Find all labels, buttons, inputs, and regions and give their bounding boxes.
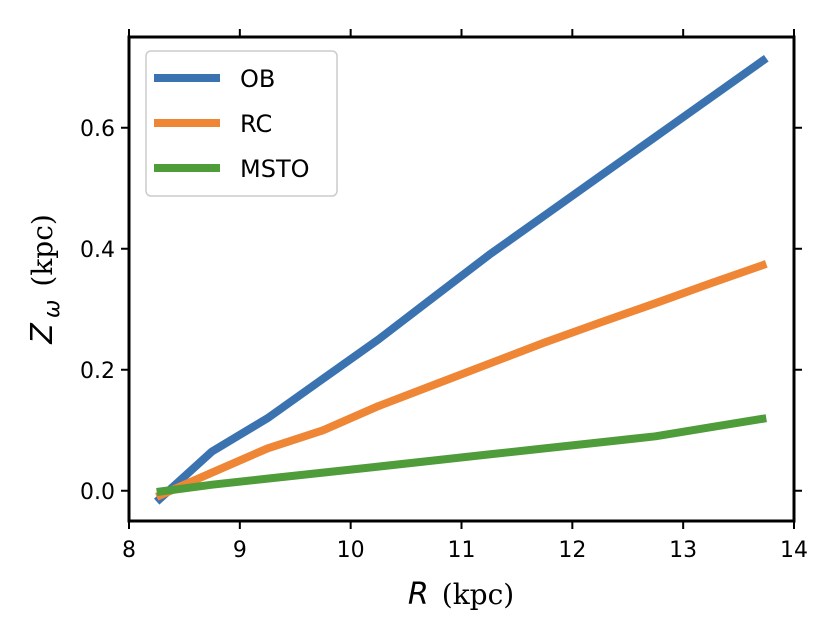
series-line-msto: [156, 414, 767, 496]
legend-label-rc: RC: [240, 110, 272, 138]
series-layer: [154, 54, 769, 505]
x-tick-label: 14: [780, 538, 808, 563]
y-axis-unit: (kpc): [26, 214, 59, 286]
y-axis-subscript: ω: [40, 300, 65, 318]
x-tick-label: 9: [233, 538, 247, 563]
y-tick-label: 0.6: [80, 117, 115, 142]
legend-label-ob: OB: [240, 65, 275, 93]
x-tick-label: 11: [448, 538, 476, 563]
y-tick-label: 0.0: [80, 480, 115, 505]
legend-label-msto: MSTO: [240, 155, 310, 183]
x-tick-label: 12: [558, 538, 586, 563]
x-axis-symbol: R: [408, 577, 429, 612]
y-tick-label: 0.4: [80, 238, 115, 263]
x-axis-label: R (kpc): [408, 577, 514, 612]
legend-box: [145, 50, 338, 197]
legend: OB RC MSTO: [145, 50, 338, 197]
y-tick-label: 0.2: [80, 359, 115, 384]
x-tick-label: 13: [669, 538, 697, 563]
ticks-layer: 8 9 10 11 12 13 14 0.0 0.2 0.4 0.6: [80, 29, 808, 563]
x-tick-label: 10: [337, 538, 365, 563]
x-axis-unit: (kpc): [442, 578, 514, 611]
series-line-rc: [155, 260, 768, 501]
y-axis-symbol: Z: [25, 322, 60, 345]
y-axis-label: Z ω (kpc): [25, 214, 65, 345]
x-tick-label: 8: [122, 538, 136, 563]
series-line-ob: [154, 54, 769, 505]
